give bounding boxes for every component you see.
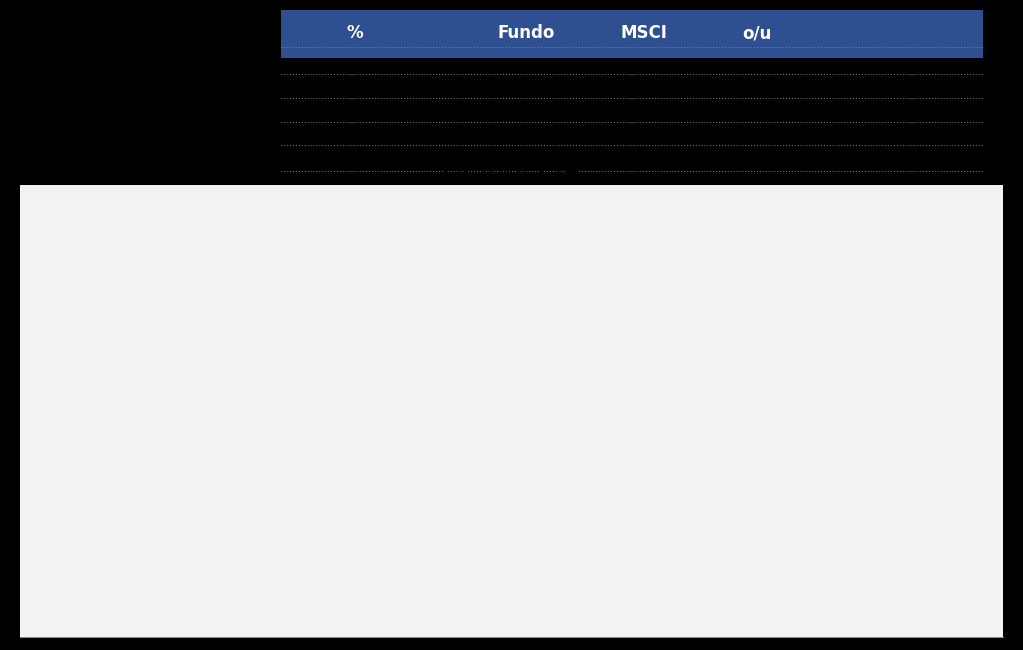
Text: MSCI: MSCI [621,24,668,42]
Bar [20,499,40,521]
Bar [20,233,885,256]
Text: 1,4: 1,4 [46,503,68,517]
Text: 59,5: 59,5 [860,214,892,228]
Bar [20,449,290,473]
Bar [20,305,149,328]
Bar [20,354,126,377]
Text: 7,2: 7,2 [127,382,151,396]
Bar [20,210,855,233]
Text: o/u: o/u [743,24,771,42]
Text: 1,3: 1,3 [44,598,69,612]
Text: 19,9: 19,9 [305,287,337,300]
Text: 9,2: 9,2 [155,309,180,324]
Bar [20,571,43,593]
Text: Fundo: Fundo [497,24,554,42]
Text: %: % [346,24,363,42]
Text: 7,5: 7,5 [131,359,153,372]
Text: 1,5: 1,5 [47,526,72,540]
Text: 1,6: 1,6 [48,575,71,589]
Bar [20,593,39,617]
Bar [20,426,164,449]
Title: Global FIA: Global FIA [441,156,582,184]
Text: 10,2: 10,2 [169,431,199,445]
Text: 19,2: 19,2 [296,454,329,468]
Text: 61,6: 61,6 [890,237,925,252]
Bar [20,282,300,305]
Bar [20,521,42,545]
Bar [20,377,122,400]
FancyBboxPatch shape [280,10,983,58]
